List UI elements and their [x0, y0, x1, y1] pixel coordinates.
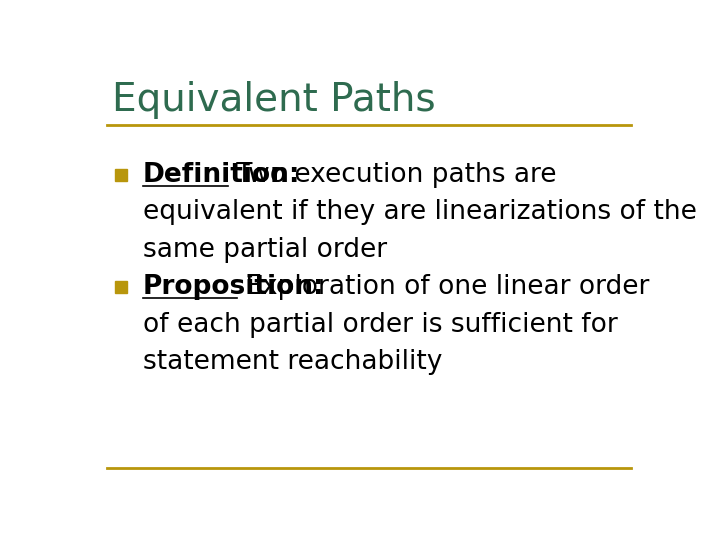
Text: Proposition:: Proposition:	[143, 274, 325, 300]
Text: Two execution paths are: Two execution paths are	[228, 162, 557, 188]
Text: Definition:: Definition:	[143, 162, 300, 188]
Text: Equivalent Paths: Equivalent Paths	[112, 81, 436, 119]
Text: Exploration of one linear order: Exploration of one linear order	[237, 274, 649, 300]
Text: same partial order: same partial order	[143, 237, 387, 263]
Text: of each partial order is sufficient for: of each partial order is sufficient for	[143, 312, 618, 338]
Text: equivalent if they are linearizations of the: equivalent if they are linearizations of…	[143, 199, 697, 225]
Text: statement reachability: statement reachability	[143, 349, 442, 375]
